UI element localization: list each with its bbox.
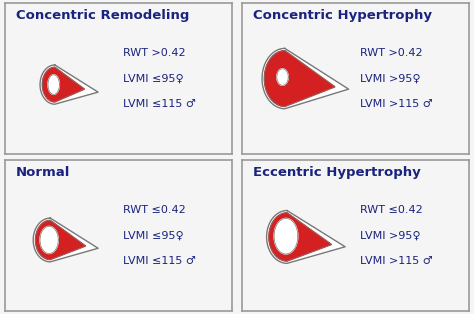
Text: LVMI ≤115 ♂: LVMI ≤115 ♂ — [123, 256, 196, 266]
Polygon shape — [262, 48, 348, 109]
Text: RWT >0.42: RWT >0.42 — [360, 48, 423, 58]
Text: LVMI >95♀: LVMI >95♀ — [360, 230, 420, 241]
Text: Eccentric Hypertrophy: Eccentric Hypertrophy — [253, 166, 421, 179]
Text: Normal: Normal — [16, 166, 71, 179]
Polygon shape — [277, 69, 288, 85]
Text: RWT ≤0.42: RWT ≤0.42 — [360, 205, 423, 215]
Text: LVMI ≤95♀: LVMI ≤95♀ — [123, 230, 184, 241]
Polygon shape — [264, 51, 335, 106]
Polygon shape — [40, 226, 58, 253]
Text: LVMI ≤95♀: LVMI ≤95♀ — [123, 73, 184, 84]
Text: RWT >0.42: RWT >0.42 — [123, 48, 186, 58]
Polygon shape — [42, 67, 84, 102]
Polygon shape — [274, 219, 298, 254]
Text: LVMI >115 ♂: LVMI >115 ♂ — [360, 99, 433, 109]
Polygon shape — [40, 65, 98, 104]
Text: RWT ≤0.42: RWT ≤0.42 — [123, 205, 186, 215]
Text: LVMI >115 ♂: LVMI >115 ♂ — [360, 256, 433, 266]
Polygon shape — [269, 213, 331, 261]
Polygon shape — [48, 75, 59, 95]
Polygon shape — [33, 218, 98, 262]
Polygon shape — [266, 211, 345, 263]
Text: Concentric Hypertrophy: Concentric Hypertrophy — [253, 9, 432, 22]
Text: Concentric Remodeling: Concentric Remodeling — [16, 9, 190, 22]
Polygon shape — [36, 220, 86, 260]
Text: LVMI ≤115 ♂: LVMI ≤115 ♂ — [123, 99, 196, 109]
Text: LVMI >95♀: LVMI >95♀ — [360, 73, 420, 84]
